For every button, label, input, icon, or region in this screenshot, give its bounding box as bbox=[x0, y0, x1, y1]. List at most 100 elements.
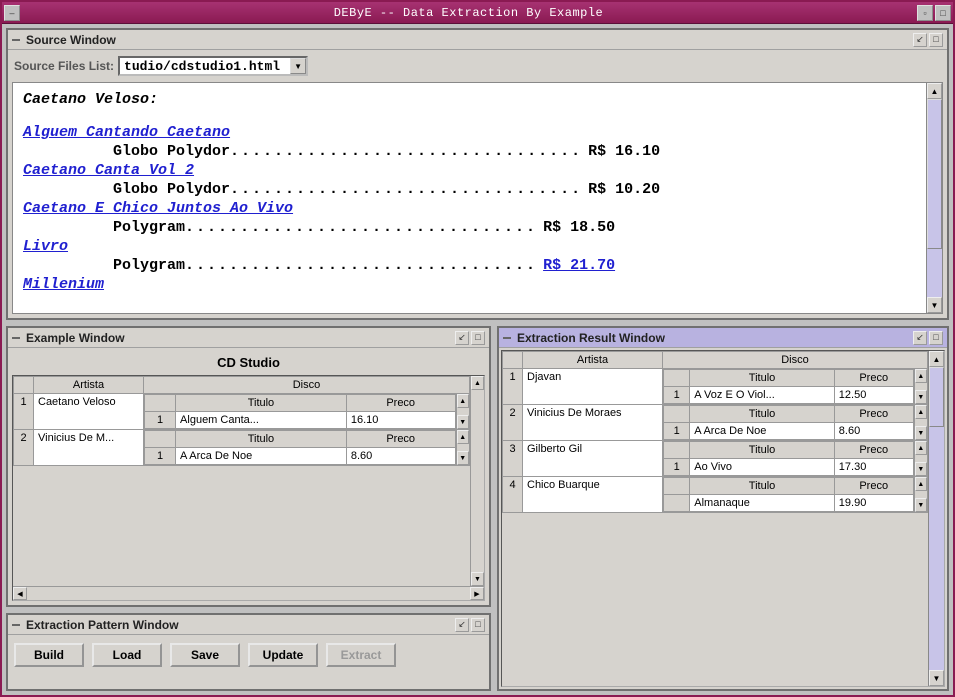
preco-cell[interactable]: 19.90 bbox=[834, 495, 913, 512]
source-title-link[interactable]: Alguem Cantando Caetano bbox=[23, 124, 230, 141]
sysmenu-button[interactable]: – bbox=[4, 5, 20, 21]
source-html-view[interactable]: Caetano Veloso:Alguem Cantando CaetanoGl… bbox=[13, 83, 926, 313]
col-header[interactable]: Disco bbox=[144, 377, 470, 394]
load-button[interactable]: Load bbox=[92, 643, 162, 667]
titulo-cell[interactable]: Ao Vivo bbox=[690, 459, 835, 476]
scroll-up-icon[interactable]: ▲ bbox=[915, 369, 927, 383]
artista-cell[interactable]: Chico Buarque bbox=[523, 477, 663, 513]
table-row[interactable]: Almanaque19.90 bbox=[664, 495, 914, 512]
table-row[interactable]: 3Gilberto GilTituloPreco1Ao Vivo17.30▲▼ bbox=[503, 441, 928, 477]
titulo-cell[interactable]: A Voz E O Viol... bbox=[690, 387, 835, 404]
table-row[interactable]: 1Caetano VelosoTituloPreco1Alguem Canta.… bbox=[14, 394, 470, 430]
preco-cell[interactable]: 8.60 bbox=[346, 448, 455, 465]
col-header[interactable]: Preco bbox=[834, 406, 913, 423]
scroll-down-icon[interactable]: ▼ bbox=[471, 572, 484, 586]
col-header[interactable]: Titulo bbox=[690, 370, 835, 387]
artista-cell[interactable]: Gilberto Gil bbox=[523, 441, 663, 477]
save-button[interactable]: Save bbox=[170, 643, 240, 667]
nested-vscrollbar[interactable]: ▲▼ bbox=[456, 430, 469, 465]
nested-vscrollbar[interactable]: ▲▼ bbox=[914, 441, 927, 476]
scroll-down-icon[interactable]: ▼ bbox=[915, 498, 927, 512]
scroll-down-icon[interactable]: ▼ bbox=[915, 426, 927, 440]
titulo-cell[interactable]: Alguem Canta... bbox=[176, 412, 347, 429]
iconify-button[interactable]: ↙ bbox=[455, 331, 469, 345]
source-title-link[interactable]: Millenium bbox=[23, 276, 104, 293]
table-row[interactable]: 1Alguem Canta...16.10 bbox=[145, 412, 456, 429]
col-header[interactable]: Preco bbox=[834, 478, 913, 495]
table-row[interactable]: 1DjavanTituloPreco1A Voz E O Viol...12.5… bbox=[503, 369, 928, 405]
col-header[interactable]: Artista bbox=[34, 377, 144, 394]
source-vscrollbar[interactable]: ▲ ▼ bbox=[926, 83, 942, 313]
example-table[interactable]: ArtistaDisco1Caetano VelosoTituloPreco1A… bbox=[13, 376, 470, 586]
nested-vscrollbar[interactable]: ▲▼ bbox=[914, 405, 927, 440]
preco-cell[interactable]: 17.30 bbox=[834, 459, 913, 476]
preco-cell[interactable]: 12.50 bbox=[834, 387, 913, 404]
artista-cell[interactable]: Vinicius De M... bbox=[34, 430, 144, 466]
col-header[interactable]: Titulo bbox=[690, 406, 835, 423]
col-header[interactable]: Preco bbox=[834, 370, 913, 387]
titulo-cell[interactable]: A Arca De Noe bbox=[176, 448, 347, 465]
iconify-button[interactable]: ↙ bbox=[913, 331, 927, 345]
preco-cell[interactable]: 16.10 bbox=[346, 412, 455, 429]
col-header[interactable]: Preco bbox=[834, 442, 913, 459]
col-header[interactable]: Preco bbox=[346, 395, 455, 412]
scroll-down-icon[interactable]: ▼ bbox=[927, 297, 942, 313]
scroll-down-icon[interactable]: ▼ bbox=[457, 415, 469, 429]
chevron-down-icon[interactable]: ▼ bbox=[290, 58, 306, 74]
example-vscrollbar[interactable]: ▲ ▼ bbox=[470, 376, 484, 586]
scroll-right-icon[interactable]: ▶ bbox=[470, 587, 484, 600]
table-row[interactable]: 1Ao Vivo17.30 bbox=[664, 459, 914, 476]
result-vscrollbar[interactable]: ▲ ▼ bbox=[928, 351, 944, 686]
col-header[interactable]: Preco bbox=[346, 431, 455, 448]
source-title-link[interactable]: Livro bbox=[23, 238, 68, 255]
scroll-up-icon[interactable]: ▲ bbox=[915, 405, 927, 419]
scroll-left-icon[interactable]: ◀ bbox=[13, 587, 27, 600]
result-table[interactable]: ArtistaDisco1DjavanTituloPreco1A Voz E O… bbox=[502, 351, 928, 686]
scroll-down-icon[interactable]: ▼ bbox=[915, 390, 927, 404]
col-header[interactable]: Titulo bbox=[690, 478, 835, 495]
table-row[interactable]: 1A Voz E O Viol...12.50 bbox=[664, 387, 914, 404]
scroll-up-icon[interactable]: ▲ bbox=[915, 477, 927, 491]
example-hscrollbar[interactable]: ◀ ▶ bbox=[13, 586, 484, 600]
scroll-up-icon[interactable]: ▲ bbox=[457, 394, 469, 408]
scroll-down-icon[interactable]: ▼ bbox=[929, 670, 944, 686]
table-row[interactable]: 1A Arca De Noe8.60 bbox=[664, 423, 914, 440]
preco-cell[interactable]: 8.60 bbox=[834, 423, 913, 440]
col-header[interactable]: Titulo bbox=[176, 395, 347, 412]
scroll-down-icon[interactable]: ▼ bbox=[915, 462, 927, 476]
maximize-internal-button[interactable]: □ bbox=[471, 618, 485, 632]
scroll-up-icon[interactable]: ▲ bbox=[471, 376, 484, 390]
artista-cell[interactable]: Vinicius De Moraes bbox=[523, 405, 663, 441]
table-row[interactable]: 2Vinicius De MoraesTituloPreco1A Arca De… bbox=[503, 405, 928, 441]
nested-vscrollbar[interactable]: ▲▼ bbox=[456, 394, 469, 429]
maximize-button[interactable]: □ bbox=[935, 5, 951, 21]
titulo-cell[interactable]: Almanaque bbox=[690, 495, 835, 512]
col-header[interactable]: Titulo bbox=[176, 431, 347, 448]
iconify-button[interactable]: ↙ bbox=[455, 618, 469, 632]
iconify-button[interactable]: ↙ bbox=[913, 33, 927, 47]
artista-cell[interactable]: Djavan bbox=[523, 369, 663, 405]
scroll-up-icon[interactable]: ▲ bbox=[457, 430, 469, 444]
col-header[interactable]: Artista bbox=[523, 352, 663, 369]
table-row[interactable]: 2Vinicius De M...TituloPreco1A Arca De N… bbox=[14, 430, 470, 466]
maximize-internal-button[interactable]: □ bbox=[929, 331, 943, 345]
nested-vscrollbar[interactable]: ▲▼ bbox=[914, 369, 927, 404]
scroll-up-icon[interactable]: ▲ bbox=[927, 83, 942, 99]
source-price[interactable]: R$ 21.70 bbox=[543, 257, 615, 274]
titulo-cell[interactable]: A Arca De Noe bbox=[690, 423, 835, 440]
scroll-up-icon[interactable]: ▲ bbox=[929, 351, 944, 367]
scroll-thumb[interactable] bbox=[927, 99, 942, 249]
source-file-combo[interactable]: tudio/cdstudio1.html ▼ bbox=[118, 56, 308, 76]
maximize-internal-button[interactable]: □ bbox=[929, 33, 943, 47]
minimize-button[interactable]: ▫ bbox=[917, 5, 933, 21]
col-header[interactable]: Titulo bbox=[690, 442, 835, 459]
scroll-thumb[interactable] bbox=[929, 367, 944, 427]
scroll-down-icon[interactable]: ▼ bbox=[457, 451, 469, 465]
col-header[interactable]: Disco bbox=[663, 352, 928, 369]
scroll-up-icon[interactable]: ▲ bbox=[915, 441, 927, 455]
table-row[interactable]: 4Chico BuarqueTituloPrecoAlmanaque19.90▲… bbox=[503, 477, 928, 513]
maximize-internal-button[interactable]: □ bbox=[471, 331, 485, 345]
build-button[interactable]: Build bbox=[14, 643, 84, 667]
update-button[interactable]: Update bbox=[248, 643, 318, 667]
artista-cell[interactable]: Caetano Veloso bbox=[34, 394, 144, 430]
